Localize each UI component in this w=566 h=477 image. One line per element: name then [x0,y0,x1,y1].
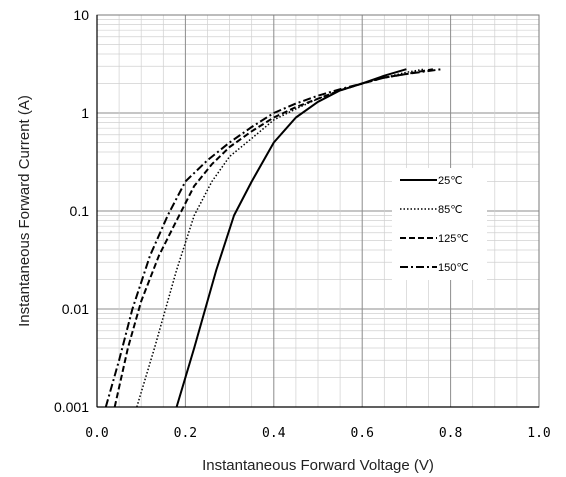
y-tick-label: 0.01 [62,301,89,317]
x-tick-label: 0.4 [262,426,286,441]
legend-box [392,168,487,280]
x-tick-label: 0.0 [85,426,108,441]
x-tick-labels: 0.0 0.2 0.4 0.6 0.8 1.0 [85,426,550,441]
y-tick-label: 0.1 [70,203,90,219]
x-tick-label: 0.6 [350,426,373,441]
y-tick-label: 10 [73,7,89,23]
y-tick-label: 0.001 [54,399,89,415]
x-tick-label: 0.2 [174,426,197,441]
legend-label: 25℃ [438,175,463,187]
y-tick-labels: 0.001 0.01 0.1 1 10 [54,7,89,415]
legend-label: 85℃ [438,204,463,216]
axes [96,14,540,408]
y-axis-label: Instantaneous Forward Current (A) [16,95,33,327]
x-axis-label: Instantaneous Forward Voltage (V) [202,457,434,474]
x-tick-label: 1.0 [527,426,550,441]
x-tick-label: 0.8 [439,426,462,441]
legend-label: 125℃ [438,233,469,245]
series-line [136,68,425,408]
legend: 25℃ 85℃ 125℃ 150℃ [392,168,487,280]
y-tick-label: 1 [81,105,89,121]
legend-label: 150℃ [438,262,469,274]
series-line [104,68,442,408]
curves [104,68,442,408]
